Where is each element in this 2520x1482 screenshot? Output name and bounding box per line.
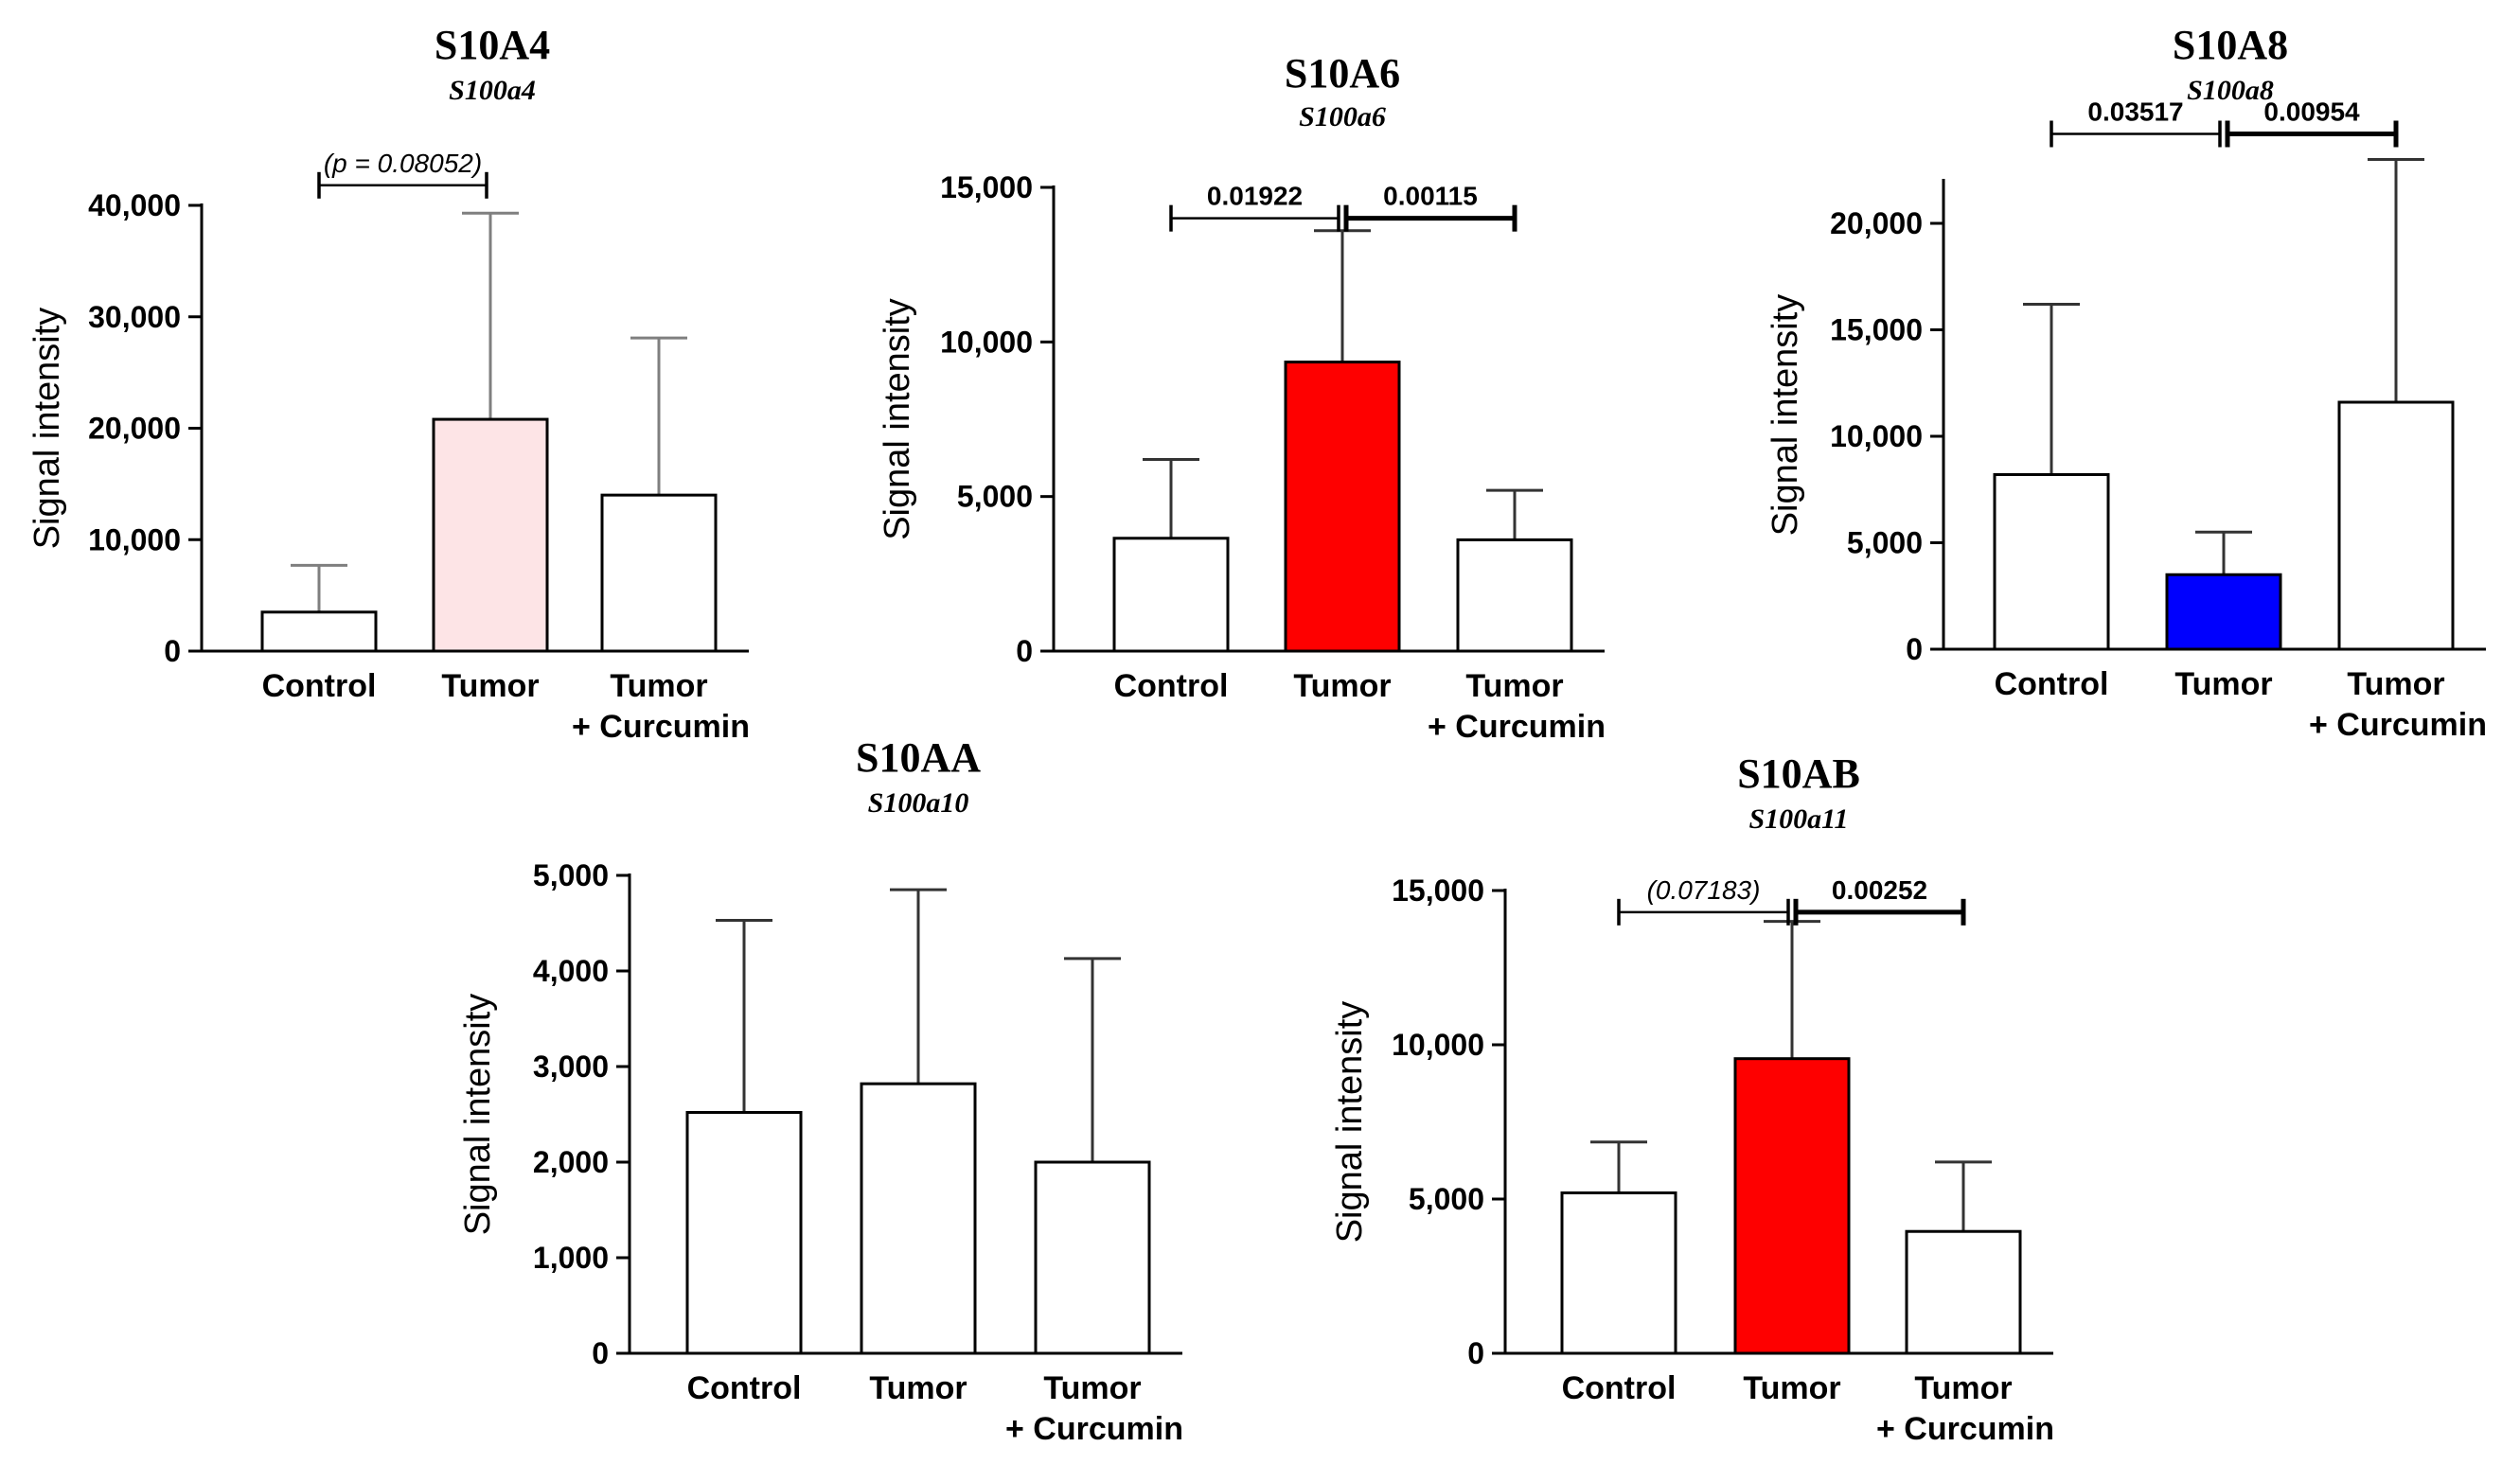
chart-title: S10AA [856, 734, 981, 781]
bar-tumor [1284, 361, 1401, 653]
chart-panel-s10a4: S10A4 S100a4 Signal intensity 0 10,000 20,000… [27, 22, 750, 745]
y-tick-label: 5,000 [1847, 526, 1923, 560]
significance-bracket: (p = 0.08052) [317, 149, 488, 199]
y-tick-label: 3,000 [533, 1050, 609, 1084]
bar-control [260, 610, 378, 653]
chart-panel-s10aa: S10AA S100a10 Signal intensity 0 1,000 2,000 3… [458, 734, 1183, 1447]
bar-control [685, 1110, 803, 1355]
x-tick-label: Tumor [1465, 668, 1563, 704]
x-tick-label: + Curcumin [1005, 1411, 1183, 1447]
significance-label: 0.00954 [2263, 97, 2360, 127]
bar-tumor-curcumin [1456, 538, 1573, 653]
x-tick-label: + Curcumin [1428, 709, 1606, 745]
y-tick-label: 0 [164, 634, 181, 668]
y-axis-label: Signal intensity [1330, 1001, 1370, 1244]
significance-label: 0.00115 [1383, 182, 1478, 211]
x-tick-label: Tumor [441, 668, 539, 704]
bar-control [1560, 1191, 1677, 1355]
chart-panel-s10a8: S10A8 S100a8 Signal intensity 0 5,000 10,000 1… [1766, 22, 2487, 743]
y-tick-label: 10,000 [88, 522, 181, 556]
y-axis-label: Signal intensity [878, 298, 917, 540]
x-tick-label: + Curcumin [1876, 1411, 2054, 1447]
bar-tumor [432, 417, 549, 653]
significance-bracket: (0.07183) [1617, 875, 1790, 926]
y-tick-label: 2,000 [533, 1145, 609, 1179]
bar-tumor-curcumin [1034, 1160, 1151, 1355]
significance-bracket: 0.01922 [1169, 182, 1340, 232]
y-tick-label: 10,000 [1392, 1028, 1484, 1062]
x-tick-label: + Curcumin [572, 709, 750, 745]
chart-title: S10A8 [2173, 22, 2288, 68]
significance-bracket: 0.00115 [1343, 182, 1517, 232]
y-axis-label: Signal intensity [27, 308, 67, 550]
significance-bracket: 0.00252 [1793, 875, 1966, 926]
y-tick-label: 10,000 [940, 325, 1033, 359]
y-tick-label: 20,000 [1830, 206, 1923, 240]
y-tick-label: 30,000 [88, 300, 181, 334]
y-tick-label: 0 [592, 1336, 609, 1370]
chart-panel-s10ab: S10AB S100a11 Signal intensity 0 5,000 10,000… [1330, 750, 2054, 1447]
y-tick-label: 40,000 [88, 188, 181, 222]
x-tick-label: Tumor [610, 668, 707, 704]
significance-label: 0.01922 [1207, 182, 1303, 211]
y-tick-label: 15,000 [1830, 313, 1923, 347]
x-tick-label: Control [1562, 1370, 1677, 1406]
bar-tumor-curcumin [600, 493, 718, 653]
significance-label: (0.07183) [1647, 875, 1761, 905]
y-tick-label: 15,000 [1392, 873, 1484, 908]
chart-title: S10A6 [1285, 50, 1400, 97]
y-axis-label: Signal intensity [458, 994, 498, 1236]
significance-label: 0.00252 [1832, 875, 1927, 905]
chart-panel-s10a6: S10A6 S100a6 Signal intensity 0 5,000 10,000 1… [878, 50, 1606, 745]
bar-tumor [2165, 573, 2282, 651]
x-tick-label: Tumor [1293, 668, 1391, 704]
bar-control [1993, 473, 2110, 651]
chart-title: S10A4 [435, 22, 550, 68]
significance-bracket: 0.00954 [2225, 97, 2399, 148]
x-tick-label: Control [687, 1370, 802, 1406]
y-tick-label: 5,000 [1409, 1182, 1484, 1216]
y-tick-label: 0 [1906, 632, 1923, 666]
y-tick-label: 15,000 [940, 170, 1033, 204]
x-tick-label: Tumor [1043, 1370, 1141, 1406]
x-tick-label: Control [1995, 666, 2109, 702]
y-tick-label: 5,000 [957, 480, 1033, 514]
y-tick-label: 10,000 [1830, 419, 1923, 453]
bar-control [1112, 537, 1230, 653]
chart-subtitle: S100a10 [868, 787, 969, 819]
bar-tumor-curcumin [1905, 1229, 2022, 1355]
x-tick-label: + Curcumin [2309, 707, 2487, 743]
y-tick-label: 0 [1016, 634, 1033, 668]
significance-label: (p = 0.08052) [324, 149, 482, 178]
y-tick-label: 4,000 [533, 954, 609, 988]
chart-subtitle: S100a8 [2187, 75, 2274, 106]
chart-title: S10AB [1737, 750, 1860, 797]
chart-subtitle: S100a11 [1748, 803, 1848, 835]
y-tick-label: 1,000 [533, 1241, 609, 1275]
y-axis-label: Signal intensity [1766, 294, 1805, 537]
chart-subtitle: S100a4 [449, 75, 536, 106]
bar-tumor [1733, 1057, 1851, 1355]
x-tick-label: Tumor [2347, 666, 2444, 702]
chart-subtitle: S100a6 [1299, 101, 1386, 132]
y-tick-label: 20,000 [88, 412, 181, 446]
x-tick-label: Tumor [869, 1370, 967, 1406]
x-tick-label: Tumor [1743, 1370, 1840, 1406]
x-tick-label: Tumor [2174, 666, 2272, 702]
x-tick-label: Control [262, 668, 377, 704]
bar-tumor [860, 1082, 977, 1355]
y-tick-label: 0 [1467, 1336, 1484, 1370]
x-tick-label: Tumor [1914, 1370, 2012, 1406]
x-tick-label: Control [1114, 668, 1229, 704]
significance-bracket: 0.03517 [2050, 97, 2222, 148]
y-tick-label: 5,000 [533, 858, 609, 892]
bar-tumor-curcumin [2337, 400, 2455, 651]
significance-label: 0.03517 [2087, 97, 2183, 127]
